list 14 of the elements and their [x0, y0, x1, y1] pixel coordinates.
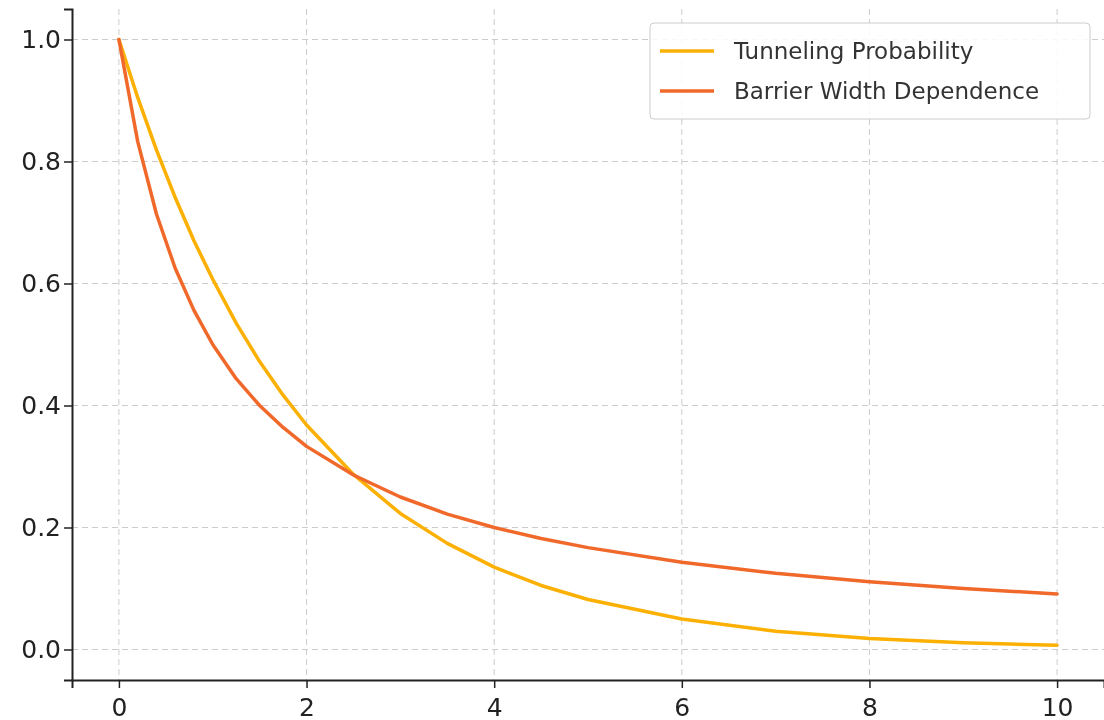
y-tick-label: 0.8: [21, 147, 61, 176]
x-tick-label: 2: [299, 693, 315, 720]
y-tick-label: 0.4: [21, 391, 61, 420]
legend-label: Barrier Width Dependence: [734, 78, 1040, 105]
y-tick-label: 0.2: [21, 513, 61, 542]
x-tick-label: 0: [111, 693, 128, 720]
legend-label: Tunneling Probability: [733, 38, 974, 65]
x-tick-label: 4: [486, 693, 503, 720]
y-tick-label: 1.0: [21, 25, 61, 54]
x-tick-label: 10: [1041, 693, 1074, 720]
y-tick-label: 0.0: [21, 635, 61, 664]
y-tick-label: 0.6: [21, 269, 61, 298]
x-tick-label: 8: [862, 693, 878, 720]
x-tick-label: 6: [674, 693, 691, 720]
